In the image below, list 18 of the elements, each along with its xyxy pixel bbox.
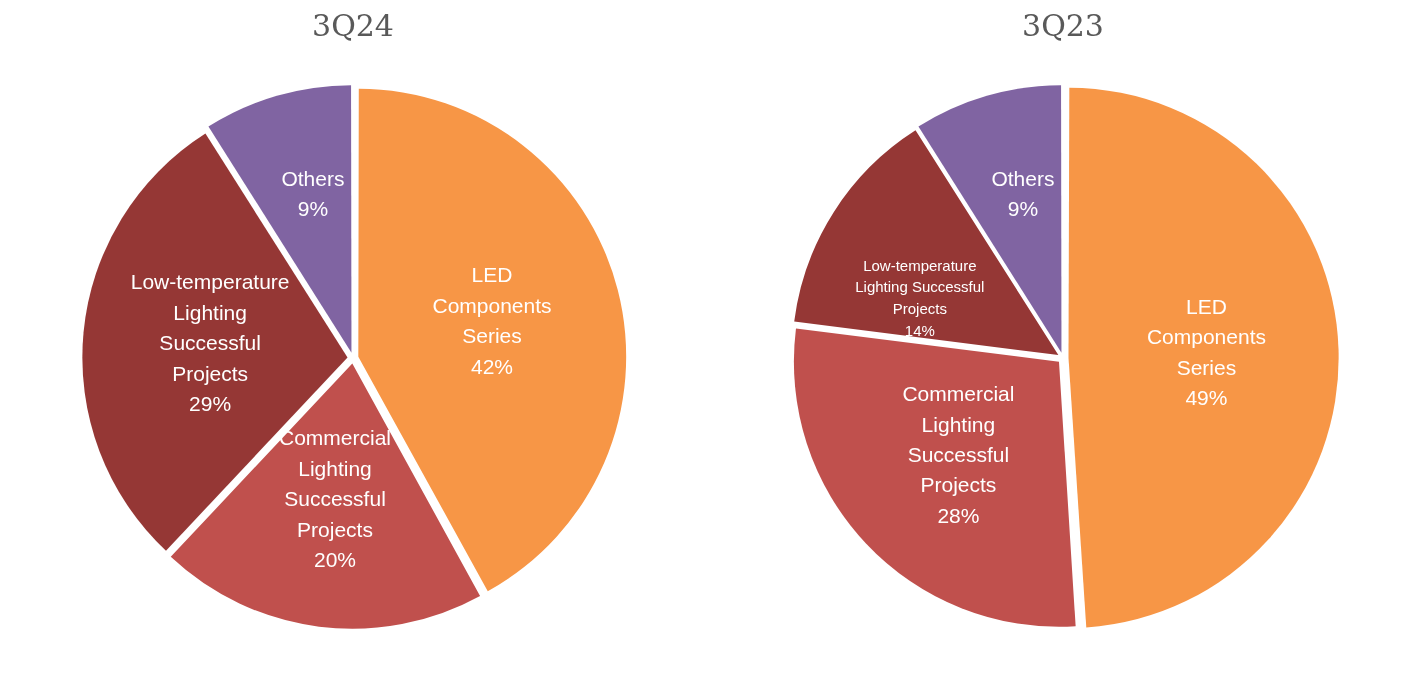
data-label: 42% — [470, 354, 514, 378]
slice-label: Others — [281, 166, 345, 190]
data-label: 29% — [189, 392, 232, 416]
chart-title: 3Q23 — [1022, 8, 1104, 45]
slice-label: Others — [991, 166, 1055, 190]
slice-label: Low-temperature Lighting Successful Projects — [855, 256, 985, 318]
data-label: 9% — [1007, 197, 1039, 221]
slice-label: Low-temperature Lighting Successful Projects — [130, 270, 290, 385]
data-label: 49% — [1185, 385, 1228, 409]
chart-title: 3Q24 — [312, 8, 394, 45]
slice-label: LED Components Series — [432, 263, 552, 348]
data-label: 9% — [297, 197, 329, 221]
data-label: 14% — [904, 321, 935, 339]
slice-label: Commercial Lighting Successful Projects — [902, 382, 1015, 497]
slice-label: Commercial Lighting Successful Projects — [279, 426, 392, 541]
slice-label: LED Components Series — [1146, 294, 1266, 379]
data-label: 28% — [937, 503, 980, 527]
data-label: 20% — [314, 548, 357, 572]
